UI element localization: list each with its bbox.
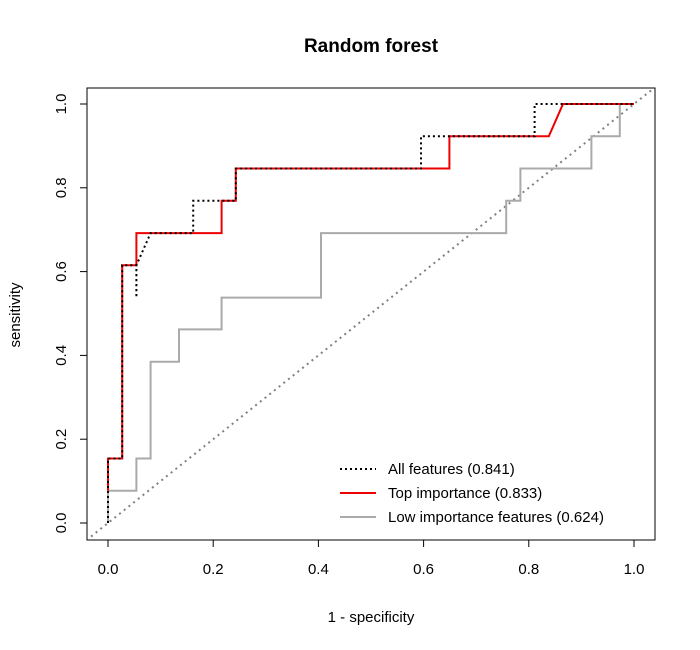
x-tick-label: 0.8 xyxy=(518,561,539,578)
legend-label: Low importance features (0.624) xyxy=(388,509,604,526)
x-axis-label: 1 - specificity xyxy=(328,609,415,626)
y-tick-label: 0.2 xyxy=(53,429,70,450)
series-line-2 xyxy=(107,104,621,523)
x-tick-label: 0.2 xyxy=(203,561,224,578)
y-axis: 0.0 0.2 0.4 0.6 0.8 1.0 xyxy=(53,94,88,534)
x-tick-label: 0.4 xyxy=(308,561,329,578)
series-line-1 xyxy=(107,103,634,491)
y-tick-label: 0.6 xyxy=(53,261,70,282)
plot-area xyxy=(90,88,653,538)
x-axis: 0.0 0.2 0.4 0.6 0.8 1.0 xyxy=(98,539,645,578)
legend-label: Top importance (0.833) xyxy=(388,485,542,502)
x-tick-label: 1.0 xyxy=(624,561,645,578)
y-tick-label: 1.0 xyxy=(53,94,70,115)
x-tick-label: 0.0 xyxy=(98,561,119,578)
chart-title: Random forest xyxy=(304,36,439,57)
y-axis-label: sensitivity xyxy=(7,282,24,348)
y-tick-label: 0.4 xyxy=(53,345,70,366)
y-tick-label: 0.8 xyxy=(53,177,70,198)
legend-label: All features (0.841) xyxy=(388,461,515,478)
x-tick-label: 0.6 xyxy=(413,561,434,578)
legend: All features (0.841) Top importance (0.83… xyxy=(340,461,604,526)
y-tick-label: 0.0 xyxy=(53,513,70,534)
